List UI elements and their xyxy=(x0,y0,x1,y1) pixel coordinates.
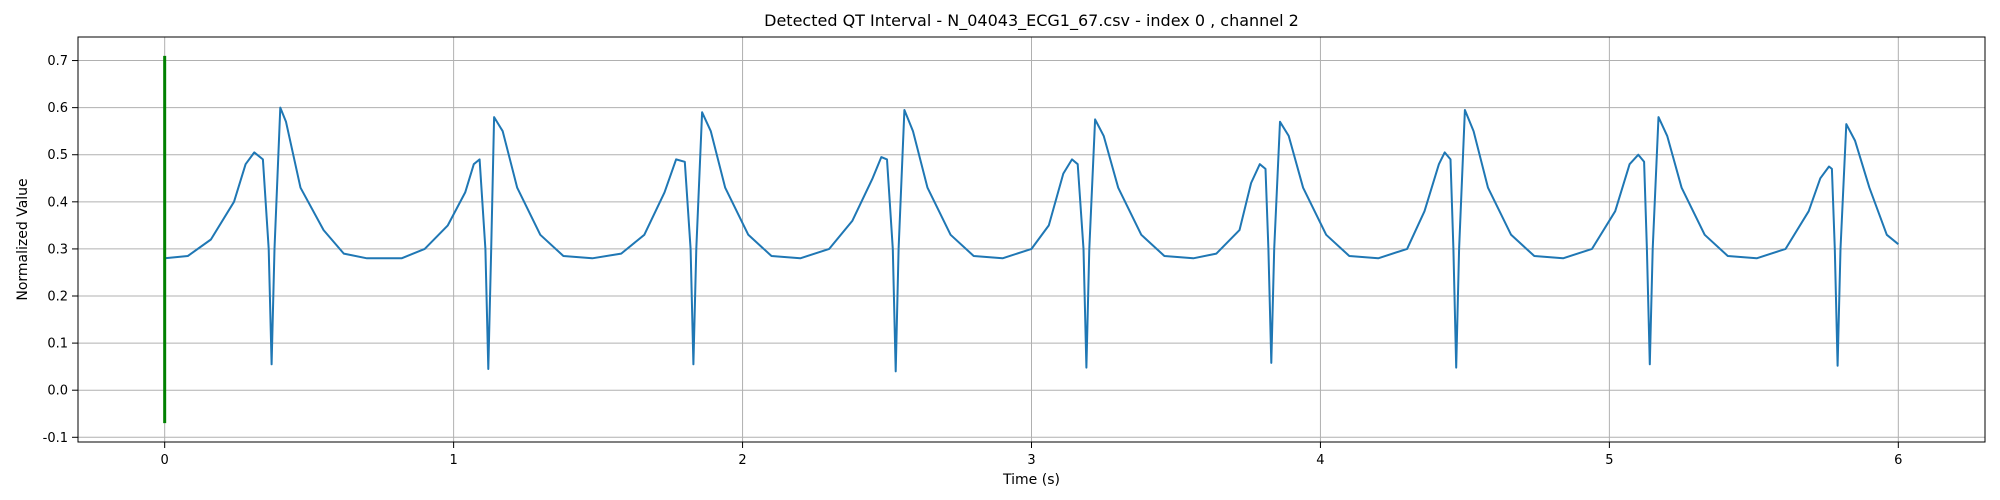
y-tick-label: 0.4 xyxy=(47,195,68,210)
x-tick-label: 1 xyxy=(449,453,457,468)
x-tick-label: 0 xyxy=(161,453,169,468)
y-tick-label: 0.0 xyxy=(47,384,68,399)
chart-title: Detected QT Interval - N_04043_ECG1_67.c… xyxy=(764,11,1299,31)
y-tick-label: 0.6 xyxy=(47,101,68,116)
x-tick-label: 2 xyxy=(738,453,746,468)
y-tick-label: 0.3 xyxy=(47,242,68,257)
y-axis-label: Normalized Value xyxy=(15,178,31,300)
ecg-signal-line xyxy=(164,106,1899,373)
axis-ticks: 0 1 2 3 4 5 6 -0.1 0.0 0.1 0.2 0.3 0.4 0.5 0.6 0.7 xyxy=(43,54,1903,468)
data-series xyxy=(163,55,1899,424)
x-axis-label: Time (s) xyxy=(1002,472,1060,488)
y-tick-label: 0.1 xyxy=(47,337,68,352)
x-tick-label: 5 xyxy=(1605,453,1613,468)
y-tick-label: -0.1 xyxy=(43,431,68,446)
y-tick-label: 0.7 xyxy=(47,54,68,69)
grid-lines xyxy=(78,37,1985,442)
x-tick-label: 4 xyxy=(1316,453,1324,468)
x-tick-label: 3 xyxy=(1027,453,1035,468)
x-tick-label: 6 xyxy=(1894,453,1902,468)
y-tick-label: 0.5 xyxy=(47,148,68,163)
y-tick-label: 0.2 xyxy=(47,290,68,305)
